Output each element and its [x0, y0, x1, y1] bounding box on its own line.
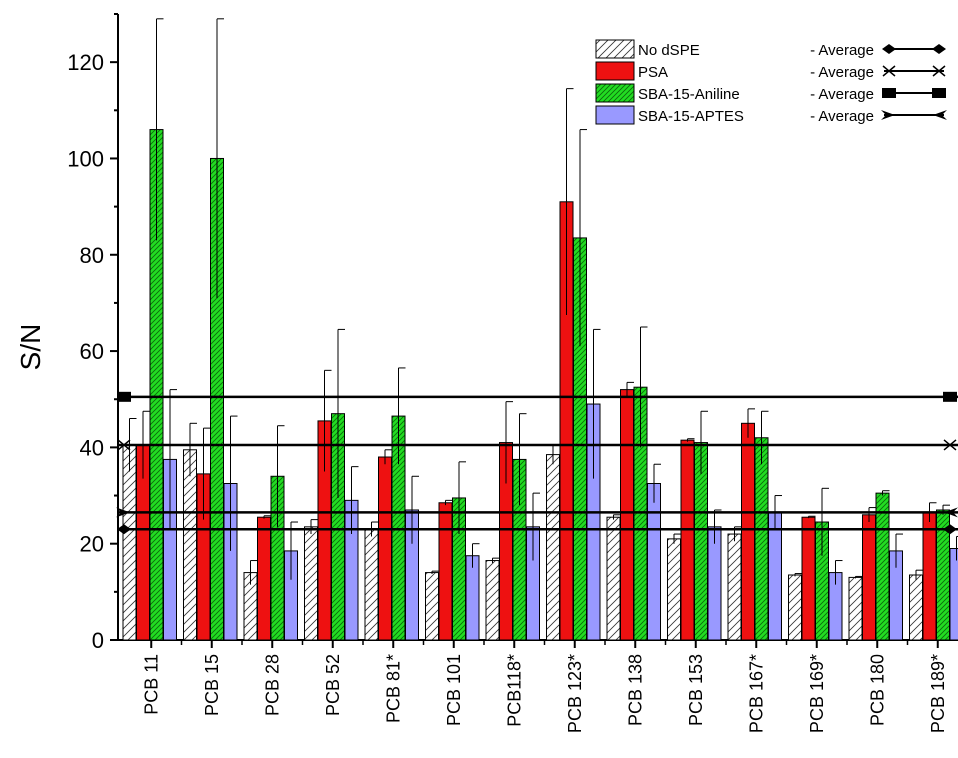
bar [606, 516, 621, 641]
legend-label: SBA-15-APTES [638, 108, 744, 125]
bar [364, 528, 379, 641]
x-tick-label: PCB118* [504, 654, 524, 727]
legend-swatch [595, 105, 635, 125]
x-tick-label: PCB 169* [807, 654, 827, 733]
bar [667, 538, 681, 641]
bar [909, 574, 923, 641]
average-marker [882, 65, 896, 77]
average-marker [933, 110, 947, 120]
bar [788, 574, 802, 641]
x-tick-label: PCB 138 [625, 654, 645, 726]
x-tick-label: PCB 153 [686, 654, 706, 726]
legend-average-label: - Average [810, 42, 874, 59]
y-tick-label: 60 [80, 339, 104, 364]
average-marker [932, 65, 946, 77]
y-tick-label: 40 [80, 435, 104, 460]
average-marker [932, 88, 946, 98]
bar [183, 449, 197, 641]
legend-swatch [595, 61, 635, 81]
average-marker [944, 507, 958, 518]
bar [707, 526, 722, 641]
bar [647, 483, 661, 641]
average-marker [117, 391, 131, 402]
average-marker [116, 507, 130, 518]
average-marker [117, 524, 131, 535]
average-line-group [117, 439, 958, 451]
average-line-group [117, 391, 958, 402]
average-line-group [116, 507, 958, 518]
bar [620, 389, 634, 641]
y-tick-label: 80 [80, 243, 104, 268]
x-tick-label: PCB 180 [867, 654, 887, 726]
x-tick-label: PCB 81* [383, 654, 403, 723]
average-marker [943, 524, 957, 535]
average-marker [943, 391, 957, 402]
bar [848, 576, 863, 641]
average-marker [117, 439, 131, 451]
x-tick-label: PCB 28 [262, 654, 282, 716]
legend-label: PSA [638, 64, 668, 81]
bar [922, 511, 937, 641]
legend-swatch [595, 39, 635, 59]
average-marker [881, 110, 895, 120]
legend-swatch [595, 83, 635, 103]
y-tick-label: 0 [92, 628, 104, 653]
bar [546, 454, 560, 641]
bar [754, 437, 769, 641]
bar [875, 492, 890, 641]
x-tick-label: PCB 52 [323, 654, 343, 716]
y-tick-label: 20 [80, 532, 104, 557]
legend-average-label: - Average [810, 64, 874, 81]
average-marker [943, 439, 957, 451]
bar [485, 560, 500, 641]
bar [801, 516, 816, 641]
x-tick-label: PCB 15 [202, 654, 222, 716]
bar [465, 555, 480, 641]
legend-label: No dSPE [638, 42, 700, 59]
bar [425, 572, 439, 641]
y-tick-label: 120 [67, 50, 104, 75]
bar [378, 456, 392, 641]
y-axis-title: S/N [15, 324, 46, 371]
average-marker [882, 88, 896, 98]
bar [680, 439, 695, 641]
bar [304, 526, 318, 641]
x-tick-label: PCB 189* [928, 654, 948, 733]
bar [257, 516, 271, 641]
x-tick-label: PCB 11 [141, 654, 161, 715]
y-tick-label: 100 [67, 146, 104, 171]
x-tick-label: PCB 101 [444, 654, 464, 726]
average-marker [882, 44, 896, 54]
bar [438, 502, 453, 641]
average-line-group [117, 524, 958, 535]
bar [949, 548, 958, 641]
bar [741, 422, 755, 641]
legend-label: SBA-15-Aniline [638, 86, 740, 103]
average-marker [932, 44, 946, 54]
legend-average-label: - Average [810, 86, 874, 103]
bar [768, 511, 782, 641]
x-tick-label: PCB 167* [746, 654, 766, 733]
legend-average-label: - Average [810, 108, 874, 125]
bar [862, 514, 876, 641]
bar [122, 444, 137, 641]
x-tick-label: PCB 123* [565, 654, 585, 733]
bar [727, 533, 742, 641]
